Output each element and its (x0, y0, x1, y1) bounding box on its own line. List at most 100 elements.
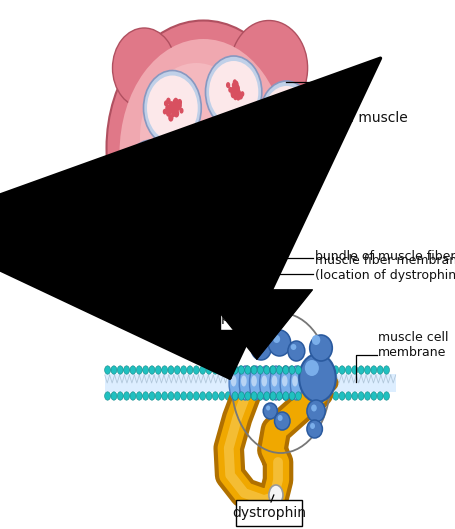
Ellipse shape (120, 39, 287, 267)
Circle shape (187, 339, 190, 343)
Circle shape (234, 80, 238, 87)
Circle shape (272, 158, 278, 166)
Circle shape (213, 162, 217, 168)
Circle shape (269, 169, 275, 177)
Circle shape (237, 89, 241, 95)
Ellipse shape (230, 21, 308, 115)
Circle shape (285, 111, 291, 119)
Ellipse shape (260, 81, 313, 149)
Circle shape (202, 154, 208, 162)
Ellipse shape (125, 140, 178, 210)
Circle shape (377, 392, 383, 400)
Circle shape (230, 87, 236, 94)
Circle shape (144, 174, 149, 181)
Circle shape (167, 106, 172, 112)
Circle shape (270, 205, 278, 215)
Ellipse shape (292, 376, 298, 387)
Text: whole muscle: whole muscle (313, 111, 408, 125)
Circle shape (155, 366, 161, 374)
Circle shape (173, 110, 179, 117)
Circle shape (358, 392, 364, 400)
Circle shape (210, 165, 214, 171)
Ellipse shape (312, 335, 320, 345)
Circle shape (289, 366, 295, 374)
Ellipse shape (209, 61, 258, 123)
Circle shape (212, 149, 217, 156)
Ellipse shape (290, 366, 302, 400)
Circle shape (314, 392, 320, 400)
Circle shape (283, 366, 289, 374)
Circle shape (314, 366, 320, 374)
Circle shape (148, 181, 153, 188)
Circle shape (245, 228, 249, 235)
Circle shape (275, 169, 280, 177)
Circle shape (273, 174, 278, 182)
Circle shape (183, 240, 187, 246)
Ellipse shape (128, 145, 174, 205)
Circle shape (250, 392, 256, 400)
Circle shape (288, 392, 294, 400)
Circle shape (238, 227, 243, 233)
Circle shape (275, 163, 279, 169)
Circle shape (339, 366, 345, 374)
Ellipse shape (307, 420, 323, 438)
Circle shape (283, 392, 289, 400)
Circle shape (247, 232, 252, 239)
Circle shape (235, 87, 240, 94)
Ellipse shape (273, 335, 280, 343)
Circle shape (164, 101, 168, 106)
Circle shape (186, 336, 190, 341)
Circle shape (208, 153, 213, 160)
Circle shape (217, 150, 222, 157)
Ellipse shape (163, 328, 211, 350)
Ellipse shape (311, 405, 317, 412)
Circle shape (149, 392, 155, 400)
Circle shape (168, 114, 173, 122)
Circle shape (235, 85, 240, 92)
Circle shape (242, 233, 246, 239)
Circle shape (283, 105, 288, 113)
Circle shape (171, 106, 176, 112)
Ellipse shape (260, 366, 272, 400)
Circle shape (231, 91, 236, 98)
Circle shape (177, 233, 181, 239)
Circle shape (148, 235, 155, 245)
Circle shape (174, 229, 179, 236)
Circle shape (162, 392, 167, 400)
Circle shape (173, 229, 179, 237)
Circle shape (219, 392, 225, 400)
Circle shape (295, 392, 301, 400)
Circle shape (247, 222, 252, 229)
Circle shape (250, 366, 256, 374)
Circle shape (143, 366, 149, 374)
Circle shape (295, 366, 301, 374)
Circle shape (142, 172, 147, 179)
Circle shape (218, 156, 223, 162)
Ellipse shape (278, 415, 283, 421)
Circle shape (282, 366, 288, 374)
Ellipse shape (310, 335, 332, 361)
Circle shape (226, 82, 230, 88)
Circle shape (111, 366, 117, 374)
Circle shape (214, 161, 218, 167)
Circle shape (168, 366, 174, 374)
Circle shape (384, 392, 389, 400)
Circle shape (288, 119, 293, 126)
Circle shape (111, 392, 117, 400)
Circle shape (187, 366, 193, 374)
Circle shape (193, 366, 199, 374)
Circle shape (236, 95, 240, 101)
Circle shape (240, 91, 244, 97)
Circle shape (185, 228, 190, 235)
Circle shape (265, 168, 269, 174)
Circle shape (286, 112, 290, 117)
Circle shape (185, 336, 188, 341)
Circle shape (148, 173, 154, 181)
Circle shape (295, 366, 301, 374)
Circle shape (174, 392, 180, 400)
Circle shape (228, 87, 233, 93)
Circle shape (281, 110, 287, 117)
Circle shape (270, 392, 276, 400)
Circle shape (105, 366, 111, 374)
Circle shape (246, 220, 250, 226)
